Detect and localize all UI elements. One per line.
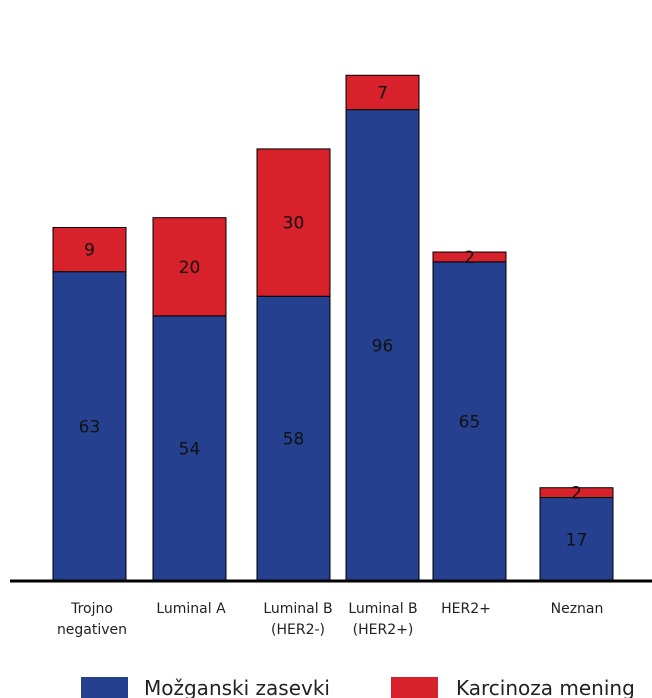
data-label-mozganski-4: 65 xyxy=(459,412,481,432)
bar-karcinoza-5 xyxy=(539,487,614,499)
category-label-4: HER2+ xyxy=(441,601,491,617)
data-label-karcinoza-0: 9 xyxy=(84,241,95,261)
legend-label-mozganski: Možganski zasevki xyxy=(144,676,330,698)
category-label-0: Trojno negativen xyxy=(57,601,127,638)
category-label-3: Luminal B (HER2+) xyxy=(348,601,417,638)
value-labels-group: 63 9 54 20 58 30 96 7 65 2 17 2 xyxy=(79,83,588,550)
data-label-karcinoza-5: 2 xyxy=(571,484,582,504)
data-label-karcinoza-1: 20 xyxy=(179,258,201,278)
legend-label-karcinoza: Karcinoza mening xyxy=(456,676,635,698)
category-label-1: Luminal A xyxy=(156,601,226,617)
category-label-2: Luminal B (HER2-) xyxy=(263,601,332,638)
data-label-mozganski-2: 58 xyxy=(283,430,305,450)
data-label-mozganski-1: 54 xyxy=(179,439,201,459)
data-label-mozganski-0: 63 xyxy=(79,417,101,437)
bar-karcinoza-0 xyxy=(52,226,127,273)
bar-karcinoza-2 xyxy=(256,148,331,297)
category-labels-group: Trojno negativen Luminal A Luminal B (HER2-)… xyxy=(57,601,603,638)
bar-karcinoza-3 xyxy=(345,74,420,111)
bar-mozganski-2 xyxy=(256,295,331,582)
data-label-karcinoza-3: 7 xyxy=(377,83,388,103)
data-label-karcinoza-4: 2 xyxy=(464,248,475,268)
legend-swatch-karcinoza xyxy=(391,677,438,698)
bar-karcinoza-4 xyxy=(432,251,507,263)
data-label-mozganski-5: 17 xyxy=(566,530,588,550)
bar-mozganski-0 xyxy=(52,271,127,582)
bars-group xyxy=(52,74,614,582)
legend: Možganski zasevki Karcinoza mening xyxy=(81,676,635,698)
data-label-karcinoza-2: 30 xyxy=(283,214,305,234)
data-label-mozganski-3: 96 xyxy=(372,336,394,356)
legend-swatch-mozganski xyxy=(81,677,128,698)
category-label-5: Neznan xyxy=(551,601,604,617)
bar-karcinoza-1 xyxy=(152,217,227,317)
